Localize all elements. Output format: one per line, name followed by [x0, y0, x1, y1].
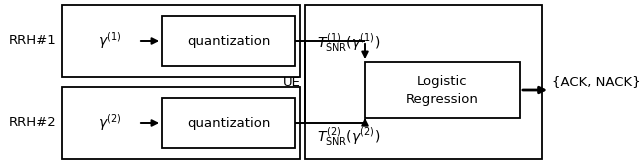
Text: Logistic
Regression: Logistic Regression — [406, 74, 479, 105]
Text: $\gamma^{(1)}$: $\gamma^{(1)}$ — [98, 31, 122, 51]
Text: UE: UE — [283, 75, 301, 89]
Text: {ACK, NACK}: {ACK, NACK} — [552, 75, 640, 89]
Bar — [162, 16, 295, 66]
Bar — [162, 98, 295, 148]
Text: RRH#1: RRH#1 — [9, 34, 57, 48]
Bar — [365, 62, 520, 118]
Text: $\gamma^{(2)}$: $\gamma^{(2)}$ — [98, 113, 122, 133]
Text: quantization: quantization — [187, 34, 270, 48]
Text: $T^{(1)}_{\mathrm{SNR}}(\gamma^{(1)})$: $T^{(1)}_{\mathrm{SNR}}(\gamma^{(1)})$ — [317, 31, 380, 54]
Bar — [62, 5, 300, 77]
Bar — [62, 87, 300, 159]
Bar — [305, 5, 542, 159]
Text: RRH#2: RRH#2 — [9, 116, 57, 130]
Text: quantization: quantization — [187, 116, 270, 130]
Text: $T^{(2)}_{\mathrm{SNR}}(\gamma^{(2)})$: $T^{(2)}_{\mathrm{SNR}}(\gamma^{(2)})$ — [317, 126, 380, 148]
